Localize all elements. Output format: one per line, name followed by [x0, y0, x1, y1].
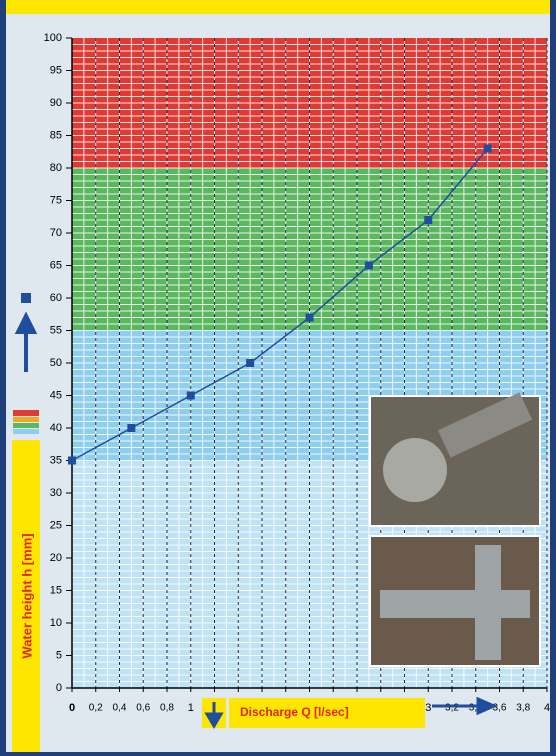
y-tick-label: 55 [50, 324, 62, 336]
x-tick-label: 0 [69, 702, 75, 714]
x-tick-label: 3,2 [445, 703, 459, 714]
y-tick-label: 0 [56, 682, 62, 694]
y-tick-label: 85 [50, 129, 62, 141]
point [364, 261, 373, 270]
y-tick-label: 35 [50, 454, 62, 466]
x-tick-label: 3,4 [469, 703, 483, 714]
point [68, 456, 76, 465]
arrow [204, 702, 224, 729]
x-label-box [229, 698, 425, 728]
x-tick-label: 0,8 [160, 703, 174, 714]
photo-detail [383, 438, 447, 502]
y-tick-label: 100 [44, 32, 62, 44]
y-tick-label: 45 [50, 389, 62, 401]
arrow [14, 311, 38, 372]
y-tick-label: 70 [50, 227, 62, 239]
legend-swatch [13, 417, 39, 422]
photo-detail [380, 590, 530, 618]
x-tick-label: 4 [544, 702, 550, 714]
y-tick-label: 65 [50, 259, 62, 271]
y-tick-label: 50 [50, 357, 62, 369]
y-label-box [12, 440, 40, 752]
point [305, 313, 314, 322]
y-tick-label: 80 [50, 162, 62, 174]
y-axis-label: Water height h [mm] [19, 533, 34, 658]
point [186, 391, 195, 400]
x-tick-label: 0,4 [113, 703, 127, 714]
y-tick-label: 25 [50, 519, 62, 531]
point [424, 216, 433, 224]
y-tick-label: 95 [50, 64, 62, 76]
marker-key [21, 293, 31, 303]
y-tick-label: 40 [50, 422, 62, 434]
x-axis-label: Discharge Q [l/sec] [240, 705, 349, 719]
photo-detail [437, 392, 533, 458]
y-tick-label: 15 [50, 584, 62, 596]
y-tick-label: 20 [50, 552, 62, 564]
legend-swatch [13, 423, 39, 428]
point [246, 359, 255, 367]
point [127, 424, 136, 432]
legend-swatch [13, 429, 39, 434]
banner [6, 0, 550, 14]
photo-detail [475, 545, 501, 660]
point [483, 144, 492, 153]
x-tick-label: 1 [188, 702, 194, 714]
y-tick-label: 10 [50, 617, 62, 629]
arrow [432, 696, 498, 716]
y-tick-label: 75 [50, 194, 62, 206]
x-tick-label: 3,6 [493, 703, 507, 714]
y-tick-label: 30 [50, 487, 62, 499]
y-tick-label: 5 [56, 649, 62, 661]
y-tick-label: 90 [50, 97, 62, 109]
x-tick-label: 0,2 [89, 703, 103, 714]
x-tick-label: 0,6 [136, 703, 150, 714]
legend-swatch [13, 410, 39, 416]
series-line [71, 148, 489, 462]
y-tick-label: 60 [50, 292, 62, 304]
x-tick-label: 3,8 [516, 703, 530, 714]
x-tick-label: 3 [425, 702, 431, 714]
